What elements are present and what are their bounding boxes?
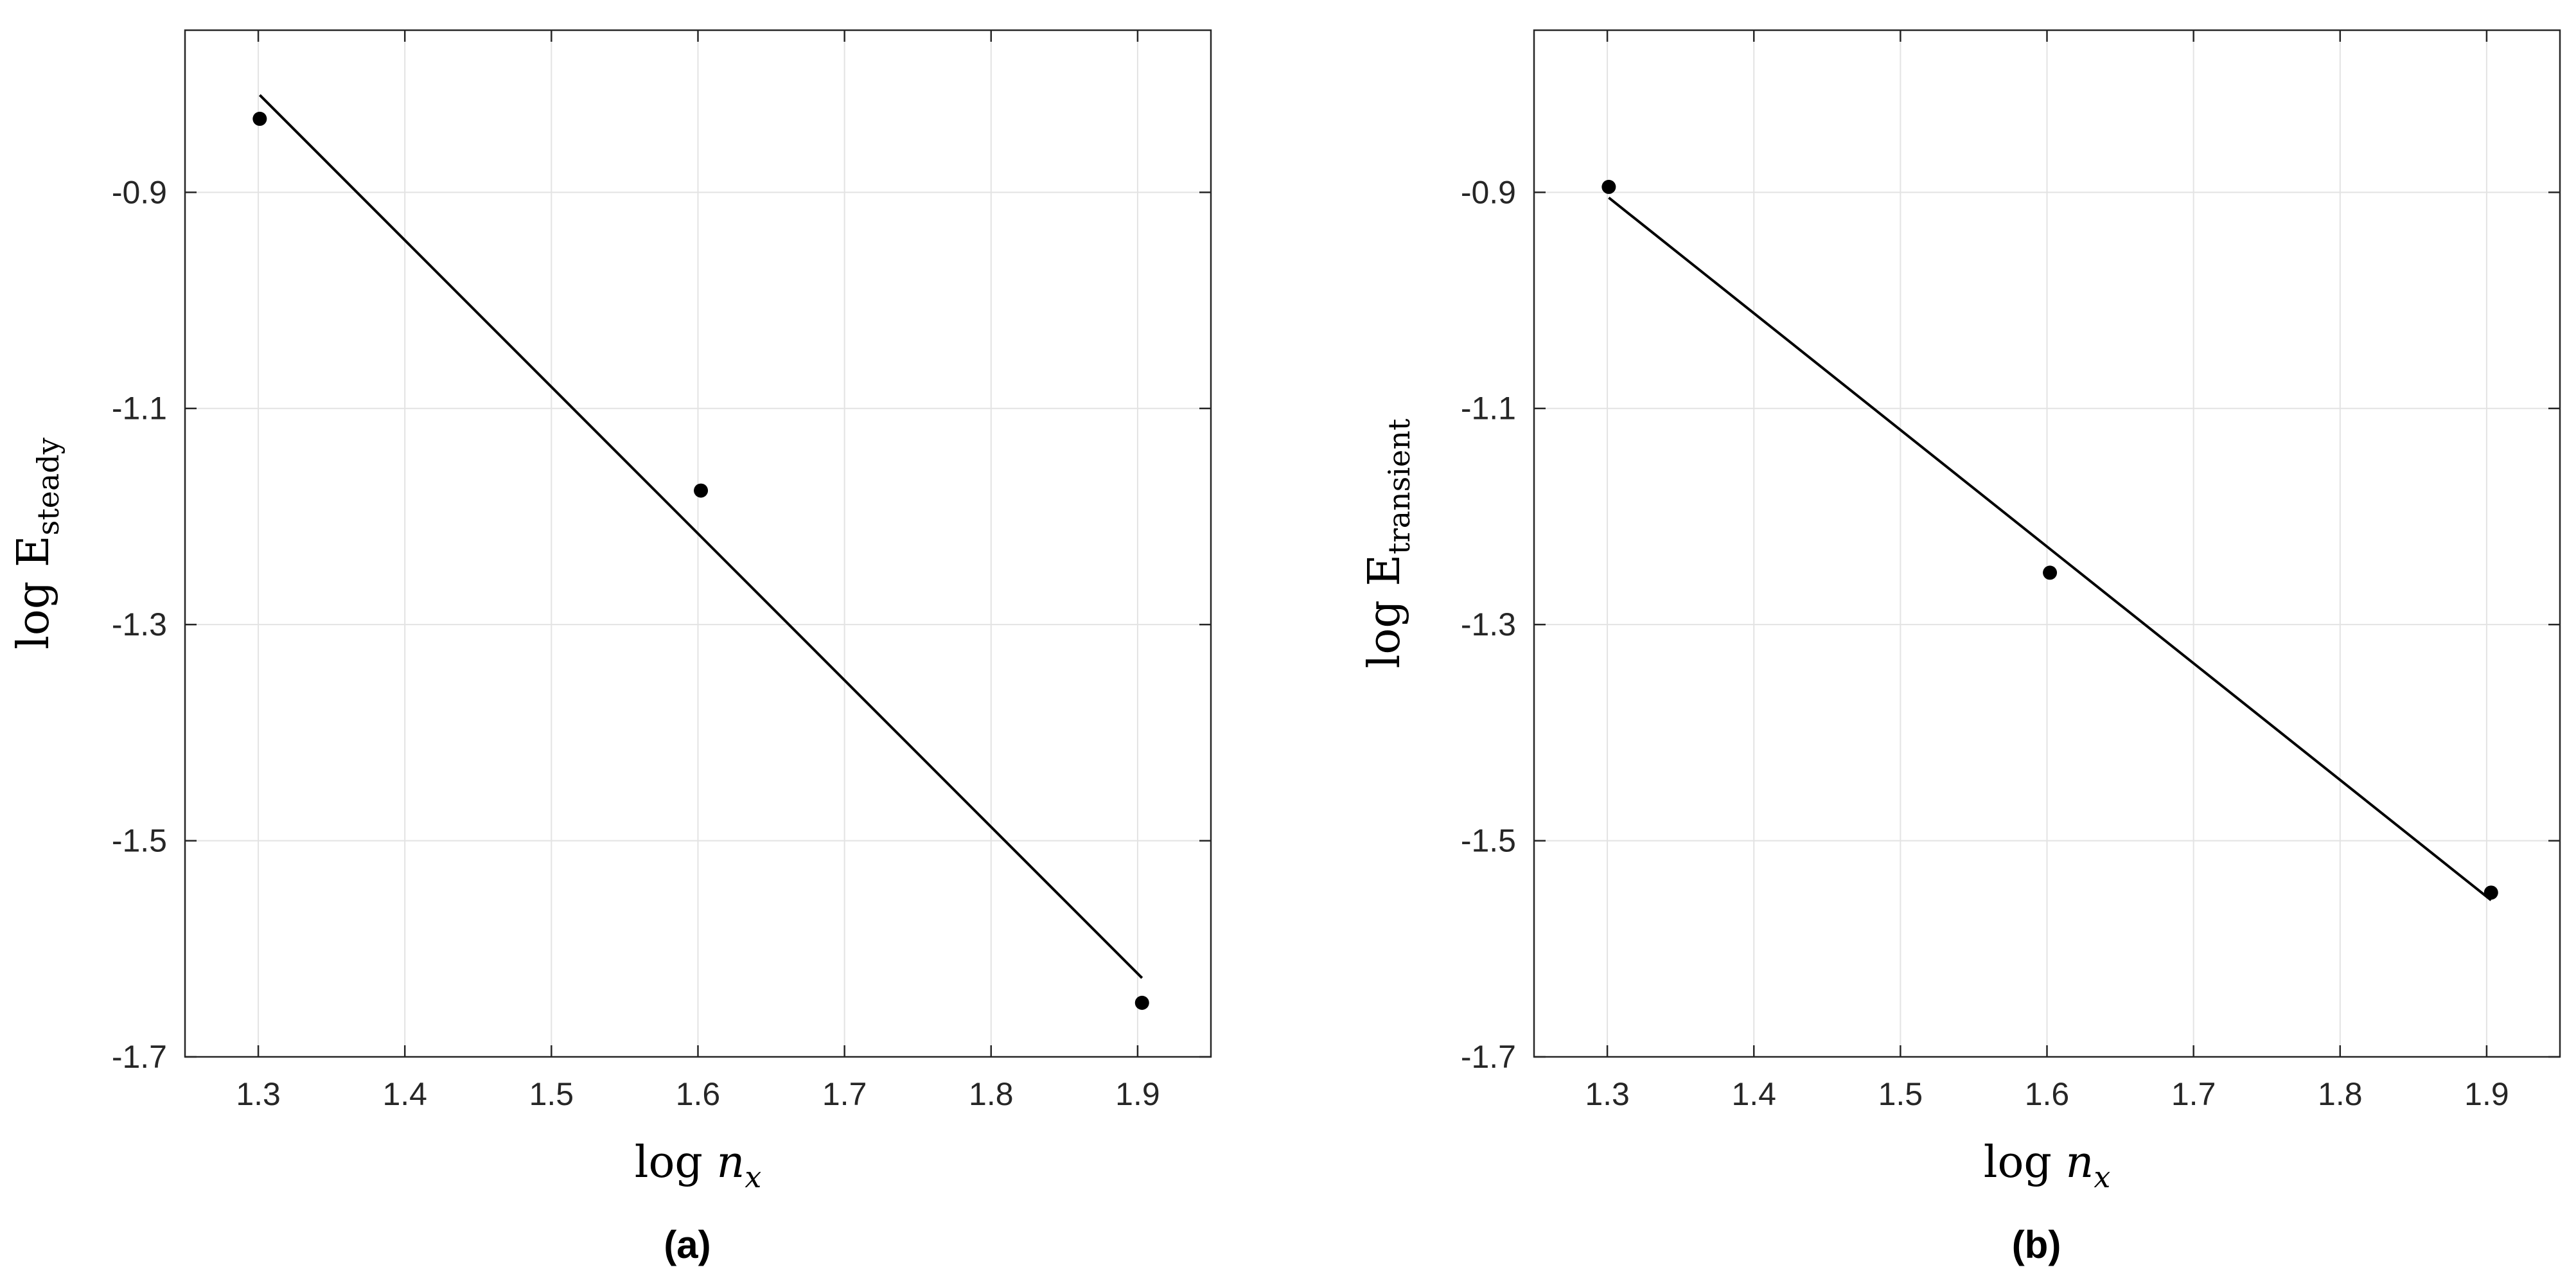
plot-frame [184,29,1212,1058]
plot-frame [1533,29,2561,1058]
data-point [694,483,709,498]
x-tick-label: 1.5 [1878,1076,1923,1112]
y-tick-label: -1.5 [112,823,167,859]
x-axis-label-main: log [635,1137,717,1188]
y-tick-label: -0.9 [112,174,167,210]
data-point [252,111,267,126]
panel-caption: (a) [664,1223,710,1266]
data-point [2483,885,2498,900]
x-axis-label-main: log [1984,1137,2066,1188]
data-point [1601,179,1616,194]
y-axis-label-main: log E [8,535,59,649]
x-tick-label: 1.8 [2318,1076,2363,1112]
y-axis-label-sub: steady [31,438,66,535]
x-tick-label: 1.3 [236,1076,281,1112]
y-axis-label-main: log E [1359,554,1410,668]
y-tick-label: -1.3 [1461,606,1516,642]
x-tick-label: 1.4 [1731,1076,1776,1112]
x-tick-label: 1.7 [2171,1076,2216,1112]
data-point [1134,995,1149,1010]
fit-line [258,94,1143,979]
x-axis-label-sub: x [745,1160,761,1194]
y-tick-label: -1.7 [112,1039,167,1075]
x-tick-label: 1.5 [529,1076,574,1112]
x-axis-label: log nx [635,1137,762,1194]
x-tick-label: 1.7 [822,1076,867,1112]
x-tick-label: 1.6 [2025,1076,2070,1112]
fit-line [1608,197,2492,901]
y-axis-label-sub: transient [1382,418,1416,554]
panel-caption: (b) [2012,1223,2061,1266]
x-tick-label: 1.6 [676,1076,721,1112]
x-axis-label-var: n [717,1137,745,1188]
y-tick-label: -1.3 [112,606,167,642]
y-tick-label: -1.1 [1461,391,1516,427]
data-point [2043,565,2058,580]
y-axis-label: log Esteady [8,438,66,650]
x-axis-label-sub: x [2094,1160,2110,1194]
x-tick-label: 1.9 [2464,1076,2509,1112]
x-axis-label: log nx [1984,1137,2111,1194]
y-tick-label: -1.1 [112,391,167,427]
y-tick-label: -0.9 [1461,174,1516,210]
x-tick-label: 1.8 [969,1076,1014,1112]
x-tick-label: 1.9 [1115,1076,1160,1112]
chart-panel-a: 1.3 1.4 1.5 1.6 1.7 1.8 1.9 -1.7 -1.5 -1.3 -1.1 -0.… [8,29,1212,1266]
x-axis-label-var: n [2066,1137,2094,1188]
y-tick-label: -1.7 [1461,1039,1516,1075]
y-axis-label: log Etransient [1359,418,1416,668]
x-tick-label: 1.4 [382,1076,427,1112]
x-tick-label: 1.3 [1585,1076,1630,1112]
y-tick-label: -1.5 [1461,823,1516,859]
chart-panel-b: 1.3 1.4 1.5 1.6 1.7 1.8 1.9 -1.7 -1.5 -1.3 -1.1 -0.… [1359,29,2561,1266]
